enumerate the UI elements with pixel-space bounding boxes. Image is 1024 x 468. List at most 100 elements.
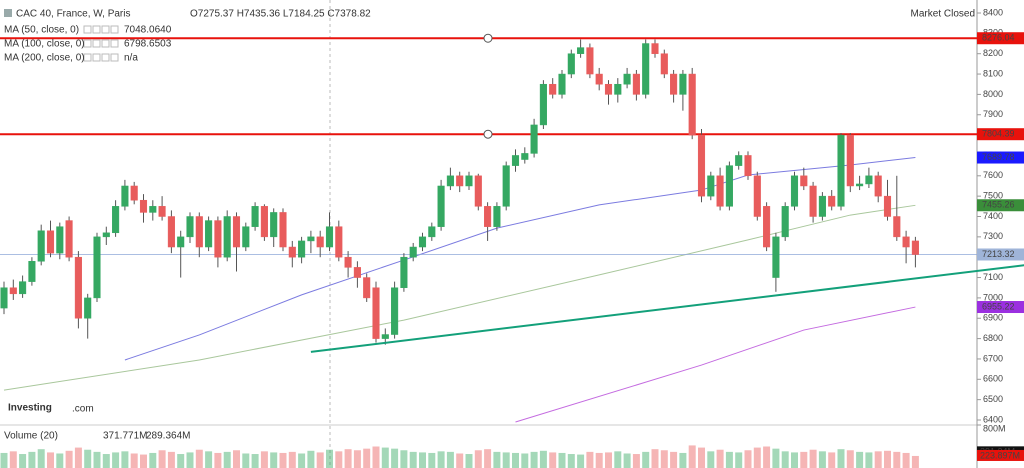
volume-bar	[595, 452, 603, 468]
volume-bar	[9, 451, 17, 468]
market-status: Market Closed	[911, 9, 975, 20]
line-handle[interactable]	[483, 33, 493, 43]
volume-bar	[484, 449, 492, 468]
logo-suffix: .com	[72, 404, 94, 415]
volume-bar	[465, 454, 473, 468]
candle-body	[391, 287, 399, 335]
volume-bar	[149, 452, 157, 468]
candle-body	[800, 175, 808, 187]
volume-bar	[642, 451, 650, 468]
candle-body	[372, 287, 380, 339]
volume-bar	[865, 452, 873, 468]
candle-body	[19, 281, 27, 295]
indicator-icon[interactable]	[110, 53, 119, 62]
volume-bar	[37, 449, 45, 468]
volume-bar	[391, 448, 399, 468]
volume-bar	[614, 451, 622, 468]
candle-body	[558, 73, 566, 95]
volume-bar	[307, 450, 315, 468]
volume-bar	[158, 450, 166, 468]
candle-body	[781, 206, 789, 238]
indicator-icon[interactable]	[101, 39, 110, 48]
volume-bar	[632, 454, 640, 468]
candle-body	[46, 230, 55, 254]
indicator-icon[interactable]	[101, 25, 110, 34]
candle-body	[502, 165, 510, 207]
toggle-icon[interactable]	[4, 9, 12, 17]
line-handle[interactable]	[483, 129, 493, 139]
candle-body	[195, 216, 203, 248]
volume-bar	[707, 451, 715, 468]
volume-bar	[409, 451, 417, 468]
volume-bar	[344, 449, 352, 468]
volume-bar	[474, 450, 482, 468]
price-label-box	[977, 248, 1024, 261]
candle-body	[707, 175, 715, 197]
volume-bar	[56, 453, 64, 468]
candle-body	[149, 206, 157, 213]
volume-bar	[856, 451, 864, 468]
volume-bar	[437, 451, 445, 468]
y-tick-label: 8200	[983, 48, 1003, 58]
indicator-icon[interactable]	[92, 25, 101, 34]
volume-bar	[744, 450, 752, 468]
candle-body	[409, 246, 417, 258]
indicator-icon[interactable]	[110, 25, 119, 34]
volume-bar	[605, 452, 612, 468]
ohlc-values: O7275.37 H7435.36 L7184.25 C7378.82	[190, 9, 371, 20]
volume-bar	[112, 452, 120, 468]
candle-body	[353, 267, 361, 278]
candle-body	[902, 236, 910, 248]
candle-body	[139, 199, 148, 213]
indicator-name: MA (100, close, 0)	[4, 39, 85, 50]
volume-bar	[521, 453, 529, 468]
volume-bar	[651, 449, 659, 468]
volume-bar	[577, 454, 585, 468]
price-label: 7213.32	[982, 249, 1015, 259]
candle-body	[790, 175, 799, 207]
volume-bar	[735, 452, 743, 468]
y-tick-label: 7100	[983, 272, 1003, 282]
y-tick-label: 6500	[983, 394, 1003, 404]
candle-body	[763, 206, 771, 248]
candle-body	[846, 134, 854, 187]
candle-body	[818, 195, 826, 217]
candle-body	[316, 236, 324, 248]
candle-body	[251, 206, 259, 227]
indicator-icon[interactable]	[83, 39, 92, 48]
indicator-icon[interactable]	[92, 53, 101, 62]
volume-bar	[781, 451, 789, 468]
candle-body	[484, 206, 492, 227]
candle-body	[772, 236, 780, 278]
candle-body	[102, 232, 110, 238]
logo: Investing	[8, 403, 52, 414]
volume-bar	[902, 452, 910, 468]
indicator-name: MA (200, close, 0)	[4, 53, 85, 64]
candle-body	[530, 124, 538, 154]
volume-bar	[670, 451, 678, 468]
y-tick-label: 6900	[983, 313, 1003, 323]
indicator-icon[interactable]	[83, 53, 92, 62]
candle-body	[725, 165, 733, 207]
indicator-icon[interactable]	[110, 39, 119, 48]
candle-body	[874, 175, 882, 197]
candle-body	[9, 287, 17, 295]
candle-body	[112, 206, 120, 234]
candle-body	[456, 175, 464, 187]
indicator-icon[interactable]	[101, 53, 110, 62]
volume-bar	[558, 452, 566, 468]
volume-bar	[818, 451, 826, 468]
volume-bar	[911, 455, 919, 468]
candle-body	[632, 73, 640, 95]
overlay: CAC 40, France, W, Paris O7275.37 H7435.…	[4, 9, 975, 442]
volume-bar	[233, 450, 240, 468]
candle-body	[828, 195, 836, 207]
indicator-icon[interactable]	[92, 39, 101, 48]
candle-body	[298, 240, 306, 258]
candle-body	[214, 220, 222, 258]
candle-body	[604, 83, 613, 95]
price-label-box	[977, 151, 1024, 164]
volume-label: 223.897M	[980, 450, 1020, 460]
volume-bar	[214, 452, 222, 468]
indicator-icon[interactable]	[83, 25, 92, 34]
